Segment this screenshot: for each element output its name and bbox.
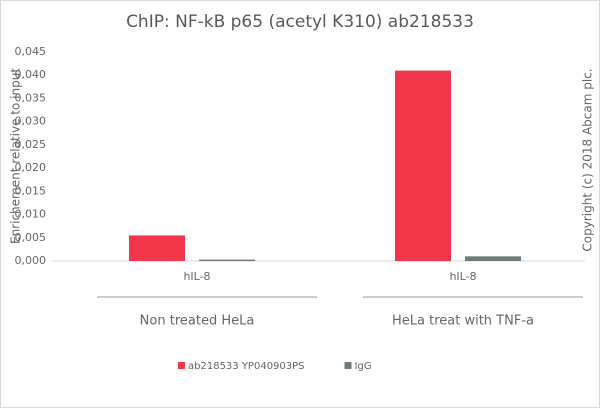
y-tick-label: 0,035 (15, 91, 47, 104)
y-tick-label: 0,020 (15, 161, 47, 174)
y-tick-label: 0,025 (15, 138, 47, 151)
legend-swatch (344, 362, 352, 369)
legend-label: IgG (355, 361, 372, 372)
y-tick-label: 0,045 (15, 45, 47, 58)
y-tick-label: 0,030 (15, 115, 47, 128)
legend-swatch (178, 362, 185, 369)
y-tick-label: 0,005 (15, 231, 47, 244)
y-tick-label: 0,010 (15, 208, 47, 221)
legend-label: ab218533 YP040903PS (188, 361, 305, 372)
y-tick-label: 0,040 (15, 68, 47, 81)
y-tick-label: 0,000 (15, 254, 47, 267)
group-label: Non treated HeLa (140, 314, 255, 329)
bar (395, 70, 451, 261)
y-tick-label: 0,015 (15, 184, 47, 197)
x-tick-label: hIL-8 (449, 270, 476, 283)
bar (465, 256, 521, 261)
x-tick-label: hIL-8 (183, 270, 210, 283)
y-axis-label: Enrichement relative to input (9, 68, 23, 244)
copyright: Copyright (c) 2018 Abcam plc. (581, 68, 595, 251)
bar (129, 235, 185, 261)
chart-title: ChIP: NF-kB p65 (acetyl K310) ab218533 (126, 12, 474, 32)
bar (199, 259, 255, 261)
group-label: HeLa treat with TNF-a (392, 314, 534, 329)
